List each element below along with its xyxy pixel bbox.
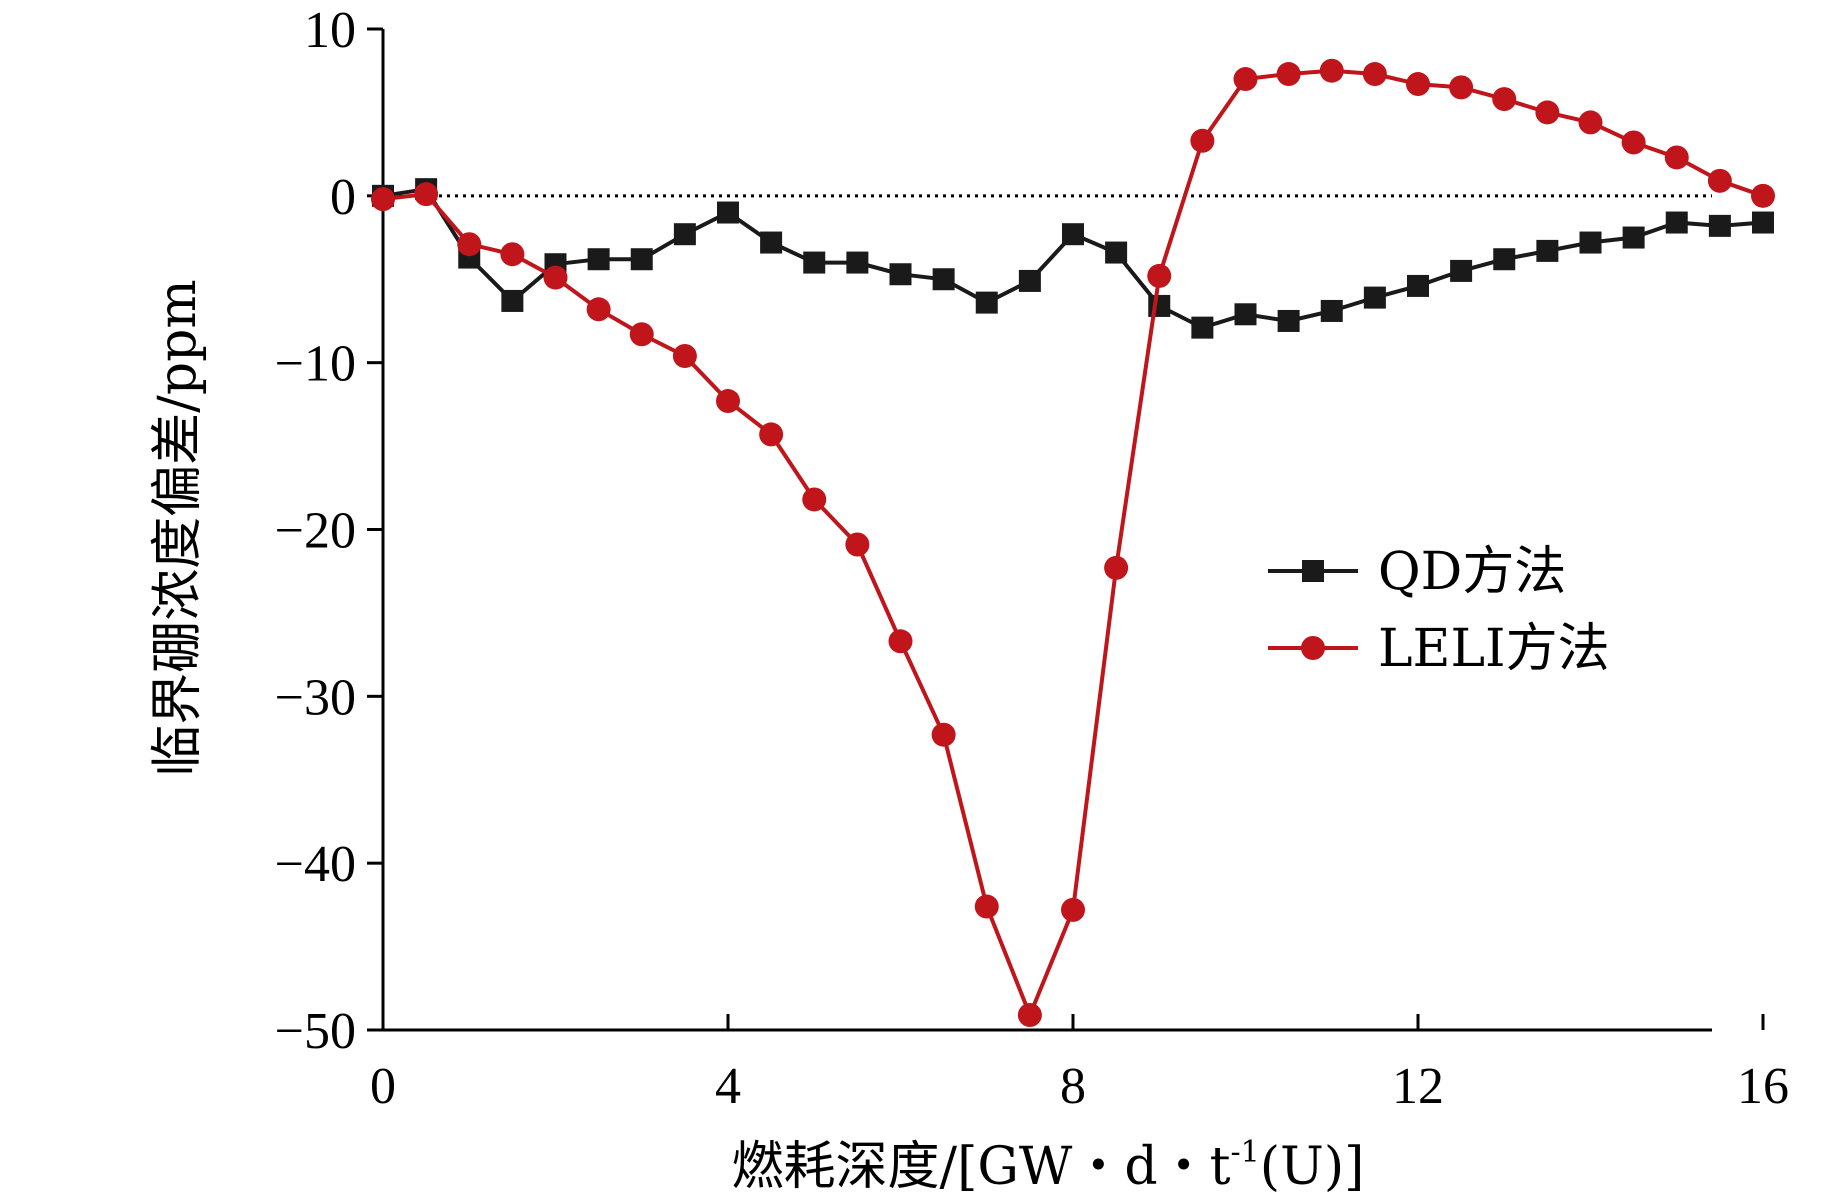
data-point — [1234, 303, 1257, 326]
x-tick-label: 12 — [1392, 1058, 1444, 1115]
data-point — [1233, 67, 1258, 92]
series-leli — [371, 58, 1775, 1027]
data-point — [1536, 239, 1559, 262]
y-tick-label: −20 — [275, 503, 356, 560]
data-point — [845, 532, 870, 557]
data-point — [500, 242, 525, 267]
data-point — [1105, 241, 1128, 264]
series-qd — [372, 178, 1774, 339]
data-point — [1579, 231, 1602, 254]
y-tick-label: −10 — [275, 336, 356, 393]
data-point — [931, 722, 956, 747]
y-tick-label: −30 — [275, 669, 356, 726]
data-point — [803, 251, 826, 274]
data-point — [889, 263, 912, 286]
data-point — [1707, 168, 1732, 193]
legend-marker-qd — [1302, 560, 1324, 582]
data-point — [587, 248, 610, 271]
x-tick-label: 4 — [715, 1058, 741, 1115]
data-point — [1017, 1002, 1042, 1027]
data-point — [672, 343, 697, 368]
data-point — [1062, 223, 1084, 246]
data-point — [1407, 274, 1429, 297]
data-point — [1363, 286, 1386, 309]
x-axis-title: 燃耗深度/[GW・d・t-1(U)] — [732, 1135, 1365, 1195]
data-point — [716, 389, 740, 414]
data-point — [802, 487, 827, 512]
x-tick-label: 0 — [370, 1058, 396, 1115]
data-point — [1622, 226, 1645, 249]
data-point — [371, 187, 395, 212]
data-point — [1449, 75, 1474, 100]
x-tick-label: 8 — [1060, 1058, 1086, 1115]
data-point — [1450, 259, 1473, 282]
legend-item-leli: LELI方法 — [1268, 619, 1610, 679]
data-point — [1104, 555, 1129, 580]
data-point — [1148, 294, 1171, 317]
data-point — [1664, 145, 1689, 170]
y-tick-label: 10 — [304, 2, 356, 59]
data-point — [673, 223, 696, 246]
data-point — [1578, 110, 1603, 135]
data-point — [760, 231, 783, 254]
data-point — [543, 265, 568, 290]
data-point — [932, 268, 955, 291]
legend-label-qd: QD方法 — [1378, 542, 1566, 602]
data-point — [1621, 130, 1646, 155]
data-point — [1147, 263, 1172, 288]
data-point — [1320, 299, 1343, 322]
data-point — [501, 289, 524, 312]
data-point — [1665, 211, 1688, 234]
data-point — [586, 297, 611, 322]
data-point — [457, 232, 482, 257]
data-point — [630, 248, 653, 271]
data-point — [1319, 58, 1344, 83]
data-point — [1276, 62, 1301, 87]
data-point — [1061, 897, 1085, 922]
x-axis-title-main: 燃耗深度/[GW・d・t — [732, 1137, 1231, 1195]
data-point — [888, 629, 913, 654]
data-point — [717, 201, 739, 224]
data-point — [1535, 100, 1560, 125]
series-layer — [371, 58, 1775, 1027]
data-point — [1362, 62, 1387, 87]
y-tick-label: −40 — [275, 836, 356, 893]
data-point — [974, 894, 999, 919]
data-point — [975, 291, 998, 314]
data-point — [1492, 87, 1517, 112]
data-point — [1277, 309, 1300, 332]
data-point — [759, 422, 784, 447]
x-axis-title-superscript: -1 — [1231, 1135, 1260, 1170]
data-point — [629, 322, 654, 347]
plot-area: 100−10−20−30−40−500 4 8 12 16 — [275, 2, 1789, 1115]
x-axis-title-tail: (U)] — [1260, 1137, 1365, 1195]
data-point — [846, 251, 869, 274]
legend-label-leli: LELI方法 — [1378, 619, 1610, 679]
data-point — [1708, 214, 1731, 237]
data-point — [1752, 211, 1774, 234]
data-point — [1018, 269, 1041, 292]
data-point — [1406, 72, 1430, 97]
y-tick-label: 0 — [330, 169, 356, 226]
y-tick-label: −50 — [275, 1003, 356, 1060]
data-point — [1190, 128, 1215, 153]
x-tick-label: 16 — [1737, 1058, 1789, 1115]
axis-ticks: 100−10−20−30−40−500 4 8 12 16 — [275, 2, 1789, 1115]
data-point — [414, 182, 439, 207]
legend-item-qd: QD方法 — [1268, 542, 1566, 602]
legend: QD方法 LELI方法 — [1268, 542, 1610, 679]
data-point — [1751, 183, 1775, 208]
data-point — [1493, 248, 1516, 271]
y-axis-title: 临界硼浓度偏差/ppm — [148, 279, 208, 776]
legend-marker-leli — [1301, 636, 1325, 660]
data-point — [1191, 316, 1214, 339]
